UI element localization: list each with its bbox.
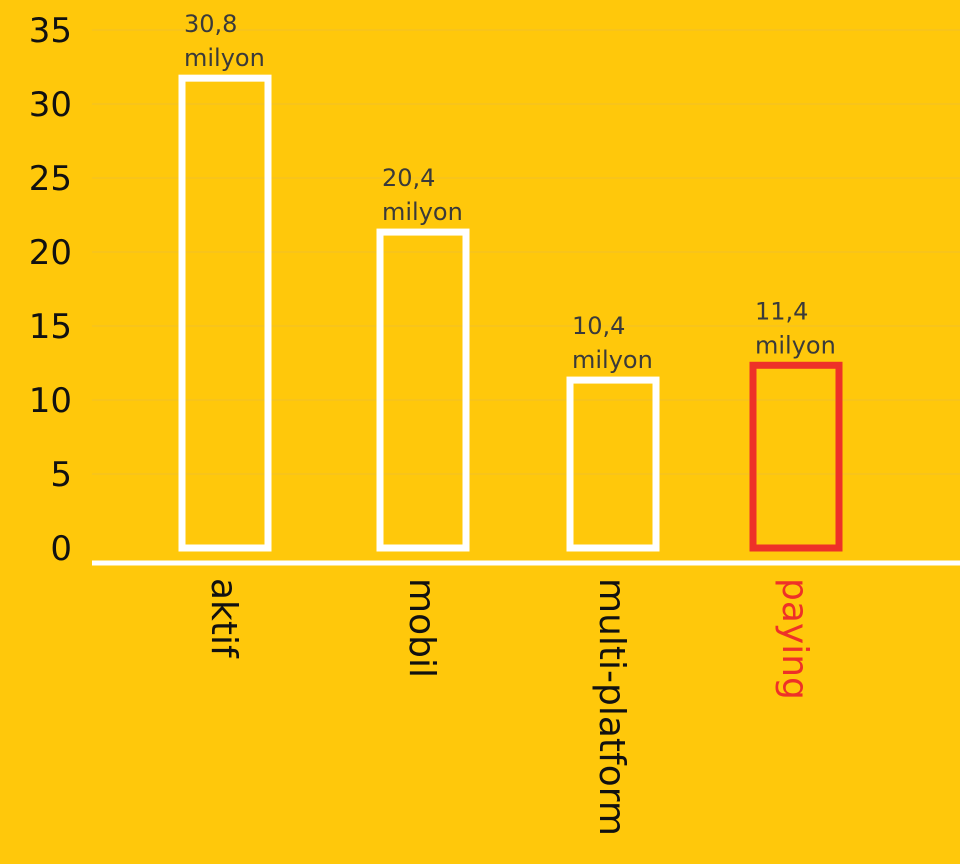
category-labels: aktif mobil multi-platform paying <box>203 578 815 836</box>
value-label: 20,4 <box>382 164 435 192</box>
value-label: milyon <box>382 198 463 226</box>
category-label-mobil: mobil <box>401 578 442 678</box>
y-tick-label: 35 <box>29 11 72 51</box>
value-label: 11,4 <box>755 297 808 325</box>
value-label: 10,4 <box>572 312 625 340</box>
bar-mobil <box>376 228 470 552</box>
category-label-multi-platform: multi-platform <box>591 578 632 836</box>
y-tick-label: 15 <box>29 307 72 347</box>
y-tick-label: 5 <box>50 455 72 495</box>
bars <box>178 74 843 552</box>
value-label: milyon <box>184 44 265 72</box>
bar-aktif <box>178 74 272 552</box>
value-label: milyon <box>572 346 653 374</box>
category-label-paying: paying <box>774 578 815 700</box>
y-tick-label: 30 <box>29 85 72 125</box>
y-tick-label: 25 <box>29 159 72 199</box>
value-labels: 30,8 milyon 20,4 milyon 10,4 milyon 11,4 milyon <box>184 10 836 374</box>
gridlines <box>92 29 960 475</box>
y-axis-ticks: 0 5 10 15 20 25 30 35 <box>29 11 72 569</box>
bar-multi-platform <box>566 376 660 552</box>
category-label-aktif: aktif <box>203 578 244 659</box>
y-tick-label: 0 <box>50 529 72 569</box>
y-tick-label: 20 <box>29 233 72 273</box>
y-tick-label: 10 <box>29 381 72 421</box>
value-label: 30,8 <box>184 10 237 38</box>
bar-paying <box>749 361 843 552</box>
value-label: milyon <box>755 331 836 359</box>
